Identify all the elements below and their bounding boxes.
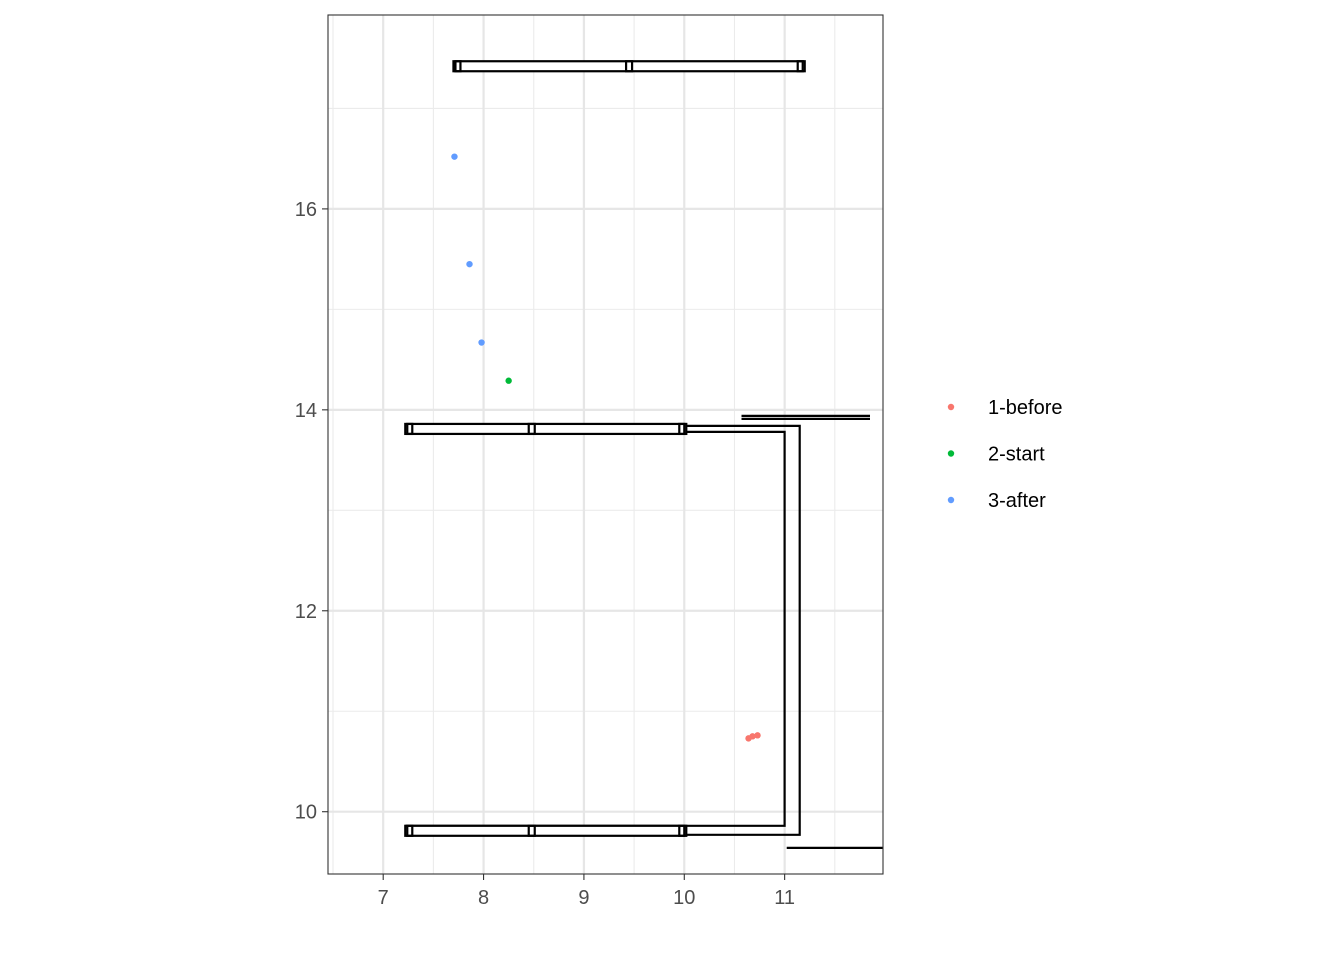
rail-cap	[406, 422, 414, 436]
axes: 7 8 9 10 11 10 12 14 16	[295, 199, 795, 909]
rail-bar	[452, 60, 806, 73]
legend: 1-before 2-start 3-after	[947, 397, 1063, 512]
rail-cap	[678, 824, 686, 837]
panel-border	[327, 14, 884, 875]
data-point-3-after	[451, 153, 458, 160]
grid-major	[328, 15, 883, 874]
track-line	[405, 430, 786, 827]
rail-joint	[527, 824, 536, 837]
track-outline	[404, 60, 883, 849]
data-points	[451, 153, 761, 742]
data-point-3-after	[478, 339, 485, 346]
y-tick-label: 14	[295, 400, 317, 422]
data-point-3-after	[466, 260, 473, 268]
legend-key-3-after	[947, 496, 955, 504]
legend-label-3-after: 3-after	[988, 490, 1046, 512]
rail-joint	[624, 60, 634, 73]
rail-cap	[406, 824, 414, 837]
rail-bar	[404, 422, 688, 436]
legend-label-2-start: 2-start	[988, 444, 1045, 466]
rail-cap	[454, 60, 462, 73]
x-tick-label: 9	[578, 887, 589, 909]
data-point-1-before	[749, 733, 756, 740]
x-tick-label: 11	[774, 887, 795, 909]
x-tick-label: 7	[378, 887, 389, 909]
y-tick-label: 16	[295, 199, 317, 221]
rail-bar	[404, 824, 688, 837]
rail-cap	[678, 422, 686, 436]
data-point-2-start	[505, 377, 512, 384]
data-point-1-before	[754, 732, 761, 739]
x-tick-label: 10	[673, 887, 695, 909]
x-tick-label: 8	[478, 887, 489, 909]
track-line	[686, 424, 801, 836]
grid-minor	[328, 15, 883, 874]
legend-label-1-before: 1-before	[988, 397, 1063, 419]
rail-cap	[796, 60, 804, 73]
legend-key-1-before	[947, 403, 955, 411]
y-tick-label: 12	[295, 601, 317, 623]
legend-key-2-start	[947, 450, 955, 457]
y-tick-label: 10	[295, 802, 317, 824]
rail-joint	[527, 422, 536, 436]
